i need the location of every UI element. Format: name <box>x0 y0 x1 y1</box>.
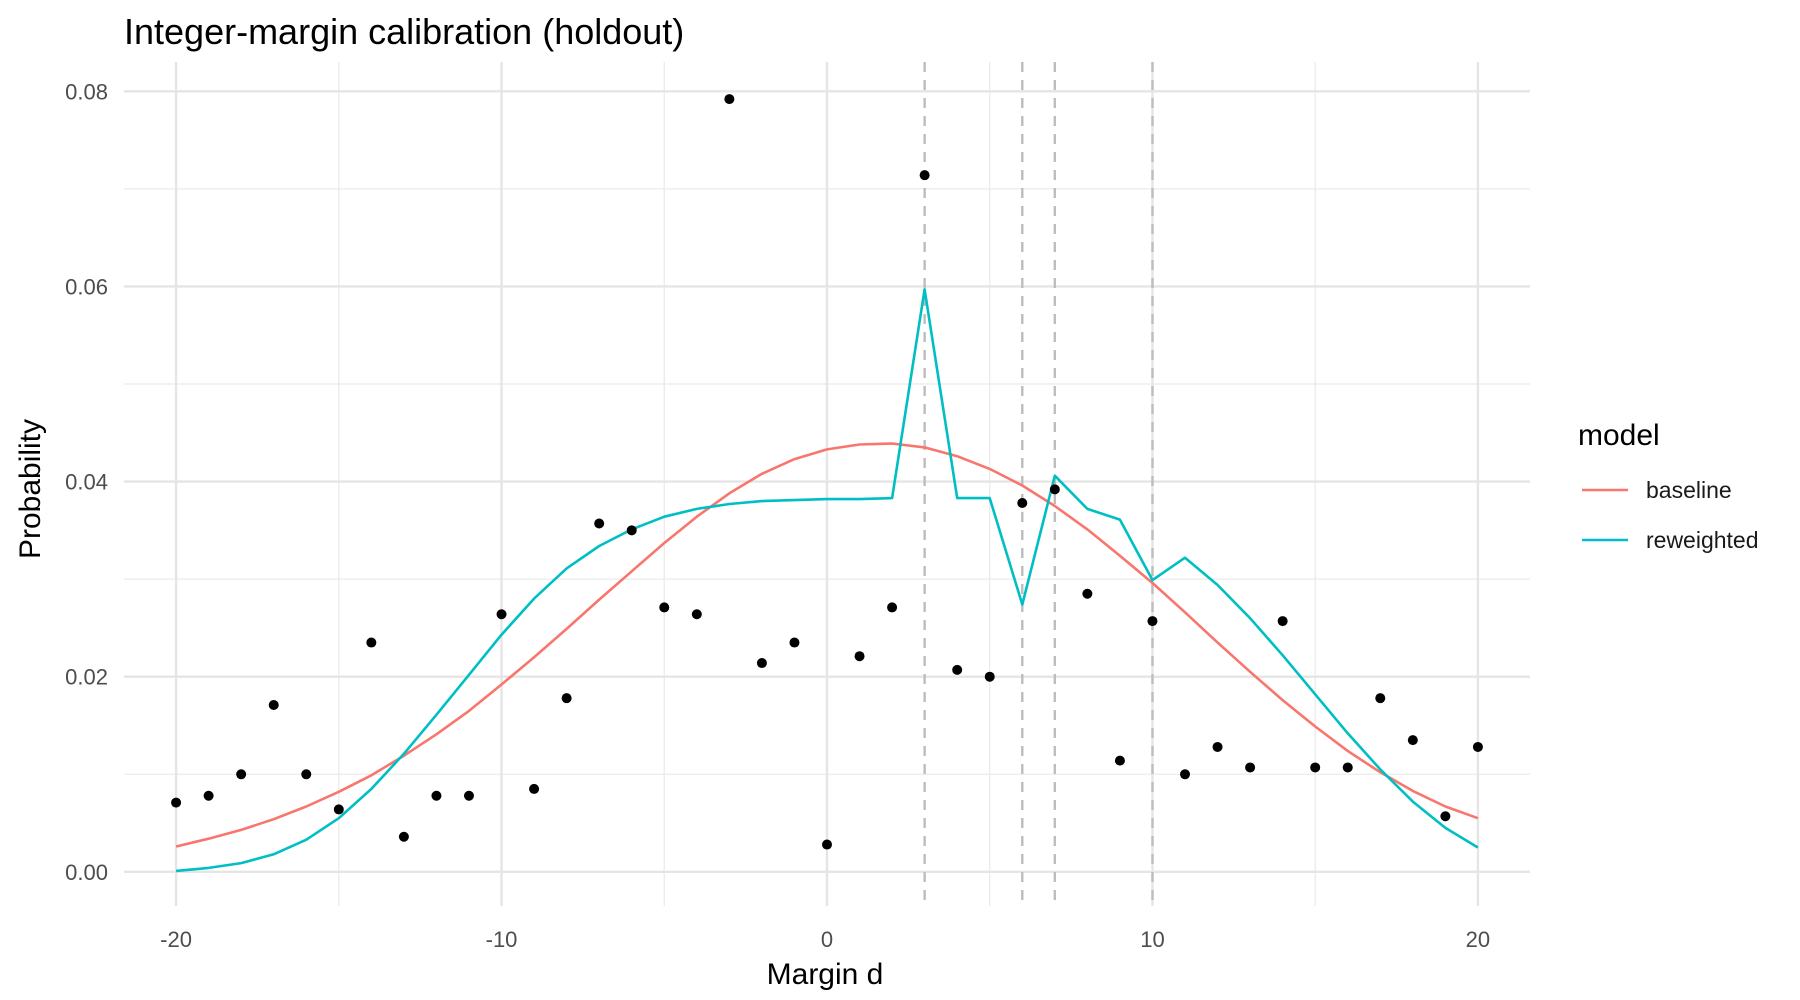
observed-point <box>952 664 963 675</box>
observed-point <box>1180 769 1191 780</box>
observed-point <box>789 637 800 648</box>
observed-point <box>822 839 832 850</box>
observed-point <box>1017 498 1028 509</box>
observed-point <box>1212 741 1223 752</box>
observed-point <box>496 609 507 620</box>
y-tick-label: 0.00 <box>65 860 108 885</box>
observed-point <box>561 693 572 704</box>
observed-point <box>1277 616 1288 627</box>
observed-point <box>431 790 442 801</box>
y-tick-label: 0.02 <box>65 665 108 690</box>
observed-point <box>366 637 377 648</box>
y-tick-label: 0.08 <box>65 79 108 104</box>
observed-point <box>333 804 344 815</box>
x-tick-label: -10 <box>486 927 518 952</box>
series-line-baseline <box>175 442 1479 848</box>
observed-point <box>919 170 930 181</box>
x-tick-label: 10 <box>1140 927 1164 952</box>
y-tick-label: 0.06 <box>65 274 108 299</box>
observed-point <box>529 783 540 794</box>
series-lines <box>175 287 1479 873</box>
y-tick-label: 0.04 <box>65 470 108 495</box>
x-tick-label: 0 <box>821 927 833 952</box>
observed-point <box>1082 588 1093 599</box>
observed-point <box>236 769 247 780</box>
y-axis-title: Probability <box>14 419 47 559</box>
observed-point <box>171 797 182 808</box>
x-tick-label: 20 <box>1466 927 1490 952</box>
observed-point <box>724 94 735 105</box>
observed-point <box>756 658 767 669</box>
observed-point <box>1049 484 1060 495</box>
observed-point <box>301 769 312 780</box>
reference-vlines <box>923 62 1154 906</box>
observed-point <box>626 525 637 536</box>
observed-point <box>984 671 995 682</box>
x-tick-label: -20 <box>160 927 192 952</box>
chart-title: Integer-margin calibration (holdout) <box>124 11 684 52</box>
y-tick-labels: 0.00 0.02 0.04 0.06 0.08 <box>65 79 108 885</box>
observed-point <box>594 518 605 529</box>
observed-point <box>1245 762 1256 773</box>
observed-point <box>1147 616 1158 627</box>
observed-point <box>1472 741 1483 752</box>
observed-point <box>1342 762 1353 773</box>
observed-points <box>171 94 1483 850</box>
observed-point <box>887 602 898 613</box>
observed-point <box>1310 762 1321 773</box>
legend: model baseline reweighted <box>1578 419 1759 553</box>
observed-point <box>1440 811 1451 822</box>
observed-point <box>463 790 474 801</box>
legend-label-baseline: baseline <box>1646 477 1732 503</box>
observed-point <box>659 602 670 613</box>
observed-point <box>203 790 214 801</box>
legend-title: model <box>1578 419 1660 452</box>
legend-label-reweighted: reweighted <box>1646 527 1759 553</box>
observed-point <box>1375 693 1386 704</box>
observed-point <box>691 609 702 620</box>
observed-point <box>1407 735 1418 746</box>
x-axis-title: Margin d <box>767 958 884 991</box>
observed-point <box>1114 755 1125 766</box>
major-gridlines <box>124 62 1530 906</box>
series-line-reweighted <box>175 287 1479 873</box>
observed-point <box>268 700 279 711</box>
observed-point <box>854 651 865 662</box>
observed-point <box>398 831 409 842</box>
x-tick-labels: -20 -10 0 10 20 <box>160 927 1490 952</box>
